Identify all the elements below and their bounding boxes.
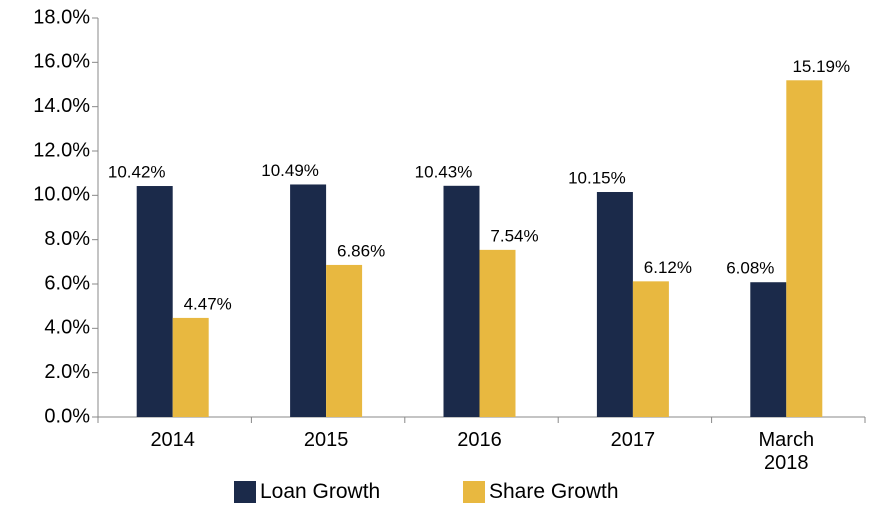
y-tick-label: 18.0% [33, 6, 90, 28]
bar [596, 192, 633, 417]
value-label: 4.47% [184, 294, 232, 313]
value-label: 10.42% [108, 163, 166, 182]
y-tick-label: 8.0% [44, 228, 90, 250]
y-tick-label: 16.0% [33, 51, 90, 73]
bar [290, 184, 327, 417]
legend-label: Loan Growth [260, 480, 381, 503]
legend-swatch [463, 481, 485, 503]
legend-item: Loan Growth [234, 480, 380, 504]
value-label: 10.49% [261, 161, 319, 180]
bar [326, 264, 363, 417]
bar [750, 282, 787, 417]
y-tick-label: 14.0% [33, 95, 90, 117]
legend-item: Share Growth [463, 480, 619, 504]
y-tick-label: 10.0% [33, 184, 90, 206]
value-label: 6.08% [726, 259, 774, 278]
y-tick-label: 4.0% [44, 317, 90, 339]
bar [136, 186, 173, 417]
bar [786, 80, 823, 417]
y-tick-label: 6.0% [44, 272, 90, 294]
x-tick-label: March 2018 [758, 429, 815, 474]
value-label: 10.15% [568, 168, 626, 187]
legend-swatch [234, 481, 256, 503]
bar [443, 185, 480, 417]
y-tick-label: 0.0% [44, 405, 90, 427]
x-tick-label: 2017 [610, 429, 656, 451]
bar [632, 281, 669, 417]
legend-label: Share Growth [489, 480, 619, 503]
bar [479, 249, 516, 417]
x-tick-label: 2014 [150, 429, 195, 451]
x-tick-label: 2015 [303, 429, 349, 451]
value-label: 6.12% [644, 258, 692, 277]
value-label: 15.19% [792, 57, 850, 76]
value-label: 6.86% [337, 241, 385, 260]
y-tick-label: 12.0% [33, 139, 90, 161]
x-tick-label: 2016 [457, 429, 502, 451]
value-label: 10.43% [415, 162, 473, 181]
y-tick-label: 2.0% [44, 361, 90, 383]
value-label: 7.54% [490, 226, 538, 245]
bar [172, 317, 209, 417]
